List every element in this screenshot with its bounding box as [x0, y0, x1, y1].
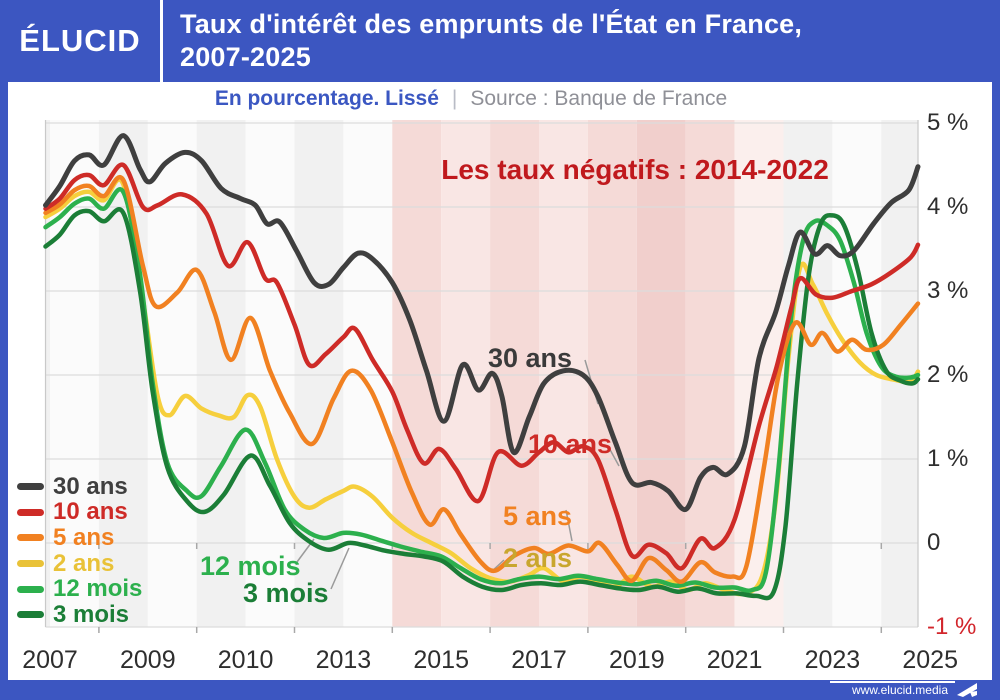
page-title: Taux d'intérêt des emprunts de l'État en…: [163, 0, 1000, 82]
y-axis-label: 2 %: [927, 361, 969, 388]
legend-label: 3 mois: [53, 600, 130, 628]
elucid-flag-icon: [957, 683, 977, 697]
y-axis-label: 3 %: [927, 277, 969, 304]
legend-item: 30 ans: [17, 474, 142, 500]
left-border: [0, 82, 8, 700]
legend-label: 30 ans: [53, 472, 128, 500]
x-axis-label: 2007: [22, 646, 78, 674]
x-axis-label: 2019: [608, 646, 665, 674]
annotation-prefix: Les taux négatifs :: [441, 154, 688, 185]
legend-swatch: [17, 585, 44, 593]
legend-label: 12 mois: [53, 575, 143, 603]
source-label: Source : Banque de France: [470, 86, 728, 110]
x-axis-label: 2010: [217, 646, 274, 674]
title-line-2: 2007-2025: [180, 42, 311, 72]
year-band: [783, 120, 833, 627]
footer-divider-line: [830, 681, 955, 683]
series-label-10-ans: 10 ans: [528, 429, 613, 459]
x-axis-label: 2013: [315, 646, 372, 674]
footer-bar: www.elucid.media: [0, 680, 1000, 700]
title-line-1: Taux d'intérêt des emprunts de l'État en…: [180, 9, 803, 39]
y-axis-label: 0: [927, 529, 941, 556]
label-leader-line: [607, 445, 620, 467]
year-band: [45, 120, 50, 627]
series-line-10-ans: [43, 162, 921, 571]
legend-swatch: [17, 611, 44, 619]
x-axis-label: 2021: [706, 646, 763, 674]
y-axis-label: 5 %: [927, 109, 969, 136]
legend-label: 10 ans: [53, 498, 128, 526]
legend-swatch: [17, 560, 44, 568]
legend-swatch: [17, 483, 44, 491]
y-axis-label: 4 %: [927, 193, 969, 220]
legend-item: 5 ans: [17, 525, 142, 551]
legend-item: 3 mois: [17, 602, 142, 628]
subtitle-bar: En pourcentage. Lissé | Source : Banque …: [8, 82, 992, 115]
x-axis-label: 2009: [119, 646, 176, 674]
footer-url: www.elucid.media: [851, 683, 948, 697]
right-border: [992, 82, 1000, 700]
y-axis-label: 1 %: [927, 445, 969, 472]
legend-item: 2 ans: [17, 551, 142, 577]
series-line-5-ans: [43, 175, 921, 584]
year-band: [294, 120, 344, 627]
legend-label: 2 ans: [53, 549, 115, 577]
legend-label: 5 ans: [53, 523, 115, 551]
label-leader-line: [565, 509, 573, 542]
series-line-30-ans: [43, 133, 921, 512]
header-divider: [160, 0, 163, 82]
label-leader-line: [330, 547, 350, 590]
logo-text: ÉLUCID: [19, 23, 141, 58]
negative-rates-annotation: Les taux négatifs : 2014-2022: [405, 154, 865, 186]
elucid-logo: ÉLUCID: [0, 0, 160, 82]
y-axis-label: -1 %: [927, 613, 977, 640]
legend-swatch: [17, 508, 44, 516]
x-axis-label: 2025: [902, 646, 958, 674]
series-label-5-ans: 5 ans: [503, 501, 573, 531]
x-axis-label: 2017: [511, 646, 567, 674]
legend: 30 ans 10 ans 5 ans 2 ans 12 mois 3 mois: [17, 474, 142, 628]
series-label-12-mois: 12 mois: [200, 551, 301, 581]
series-label-3-mois: 3 mois: [243, 578, 329, 608]
series-label-30-ans: 30 ans: [488, 343, 573, 373]
subtitle-separator: |: [451, 86, 458, 110]
header: ÉLUCID Taux d'intérêt des emprunts de l'…: [0, 0, 1000, 82]
legend-swatch: [17, 534, 44, 542]
x-axis-label: 2015: [413, 646, 469, 674]
unit-label: En pourcentage. Lissé: [214, 86, 439, 110]
legend-item: 12 mois: [17, 576, 142, 602]
x-axis-label: 2023: [804, 646, 861, 674]
legend-item: 10 ans: [17, 500, 142, 526]
series-label-2-ans: 2 ans: [503, 543, 573, 573]
annotation-period: 2014-2022: [694, 154, 829, 185]
